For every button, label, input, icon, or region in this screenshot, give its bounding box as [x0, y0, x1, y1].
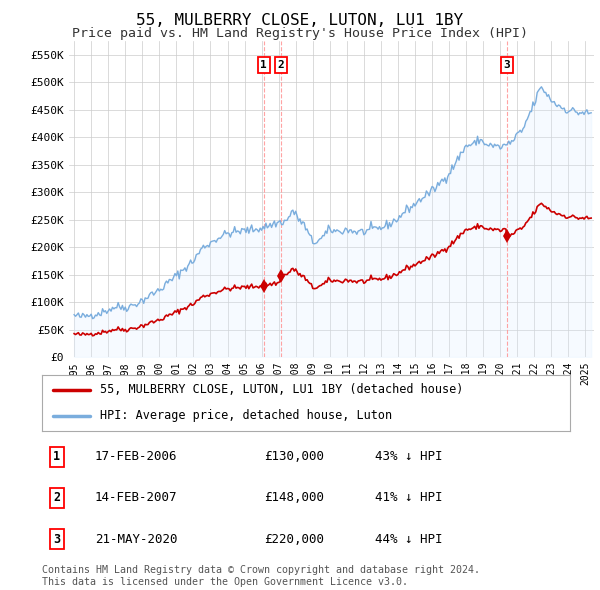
Text: 44% ↓ HPI: 44% ↓ HPI	[374, 533, 442, 546]
Text: £130,000: £130,000	[264, 450, 324, 463]
Text: 55, MULBERRY CLOSE, LUTON, LU1 1BY: 55, MULBERRY CLOSE, LUTON, LU1 1BY	[136, 13, 464, 28]
Text: 14-FEB-2007: 14-FEB-2007	[95, 491, 178, 504]
Text: Contains HM Land Registry data © Crown copyright and database right 2024.
This d: Contains HM Land Registry data © Crown c…	[42, 565, 480, 587]
Text: 3: 3	[503, 60, 510, 70]
Text: 21-MAY-2020: 21-MAY-2020	[95, 533, 178, 546]
Text: 3: 3	[53, 533, 61, 546]
Text: 55, MULBERRY CLOSE, LUTON, LU1 1BY (detached house): 55, MULBERRY CLOSE, LUTON, LU1 1BY (deta…	[100, 384, 463, 396]
Text: 2: 2	[53, 491, 61, 504]
Text: £148,000: £148,000	[264, 491, 324, 504]
Text: 1: 1	[53, 450, 61, 463]
Text: £220,000: £220,000	[264, 533, 324, 546]
Text: 41% ↓ HPI: 41% ↓ HPI	[374, 491, 442, 504]
Text: 1: 1	[260, 60, 267, 70]
Text: Price paid vs. HM Land Registry's House Price Index (HPI): Price paid vs. HM Land Registry's House …	[72, 27, 528, 40]
Text: 17-FEB-2006: 17-FEB-2006	[95, 450, 178, 463]
Text: 43% ↓ HPI: 43% ↓ HPI	[374, 450, 442, 463]
Text: 2: 2	[277, 60, 284, 70]
Text: HPI: Average price, detached house, Luton: HPI: Average price, detached house, Luto…	[100, 409, 392, 422]
